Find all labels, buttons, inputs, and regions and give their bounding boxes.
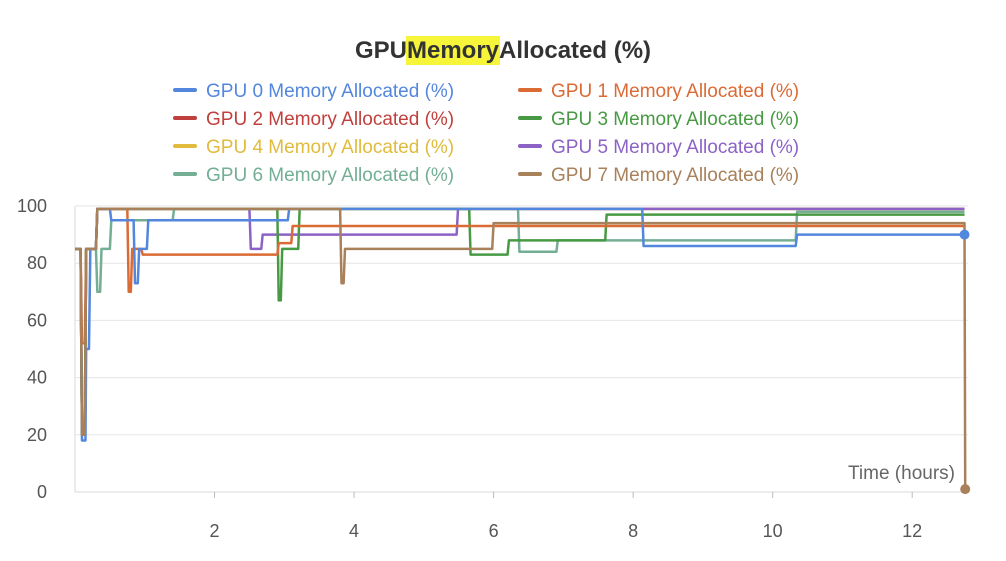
y-tick-label-5: 100 [17, 196, 47, 216]
chart-title-highlight: Memory [407, 37, 500, 64]
y-tick-label-0: 0 [37, 482, 47, 502]
legend-label-0: GPU 0 Memory Allocated (%) [206, 81, 454, 102]
legend-label-2: GPU 2 Memory Allocated (%) [206, 109, 454, 130]
y-tick-label-2: 40 [27, 368, 47, 388]
chart-title-suffix: Allocated (%) [499, 37, 651, 64]
title-highlight-box [405, 36, 501, 65]
y-tick-label-1: 20 [27, 425, 47, 445]
legend-label-1: GPU 1 Memory Allocated (%) [551, 81, 799, 102]
x-axis-label: Time (hours) [848, 463, 955, 484]
x-tick-label-2: 6 [489, 521, 499, 541]
legend-label-4: GPU 4 Memory Allocated (%) [206, 137, 454, 158]
y-tick-label-4: 80 [27, 253, 47, 273]
y-tick-label-3: 60 [27, 310, 47, 330]
series-end-marker-7 [960, 484, 971, 495]
series-line-7 [75, 207, 967, 490]
series-end-marker-0 [959, 229, 970, 240]
chart-title-prefix: GPU [355, 37, 407, 64]
x-tick-label-4: 10 [763, 521, 783, 541]
legend-label-5: GPU 5 Memory Allocated (%) [551, 137, 799, 158]
legend-label-3: GPU 3 Memory Allocated (%) [551, 109, 799, 130]
legend-label-6: GPU 6 Memory Allocated (%) [206, 165, 454, 186]
x-tick-label-1: 4 [349, 521, 359, 541]
legend-label-7: GPU 7 Memory Allocated (%) [551, 165, 799, 186]
series-line-6 [75, 207, 965, 437]
x-tick-label-0: 2 [210, 521, 220, 541]
x-tick-label-3: 8 [628, 521, 638, 541]
x-tick-label-5: 12 [902, 521, 922, 541]
